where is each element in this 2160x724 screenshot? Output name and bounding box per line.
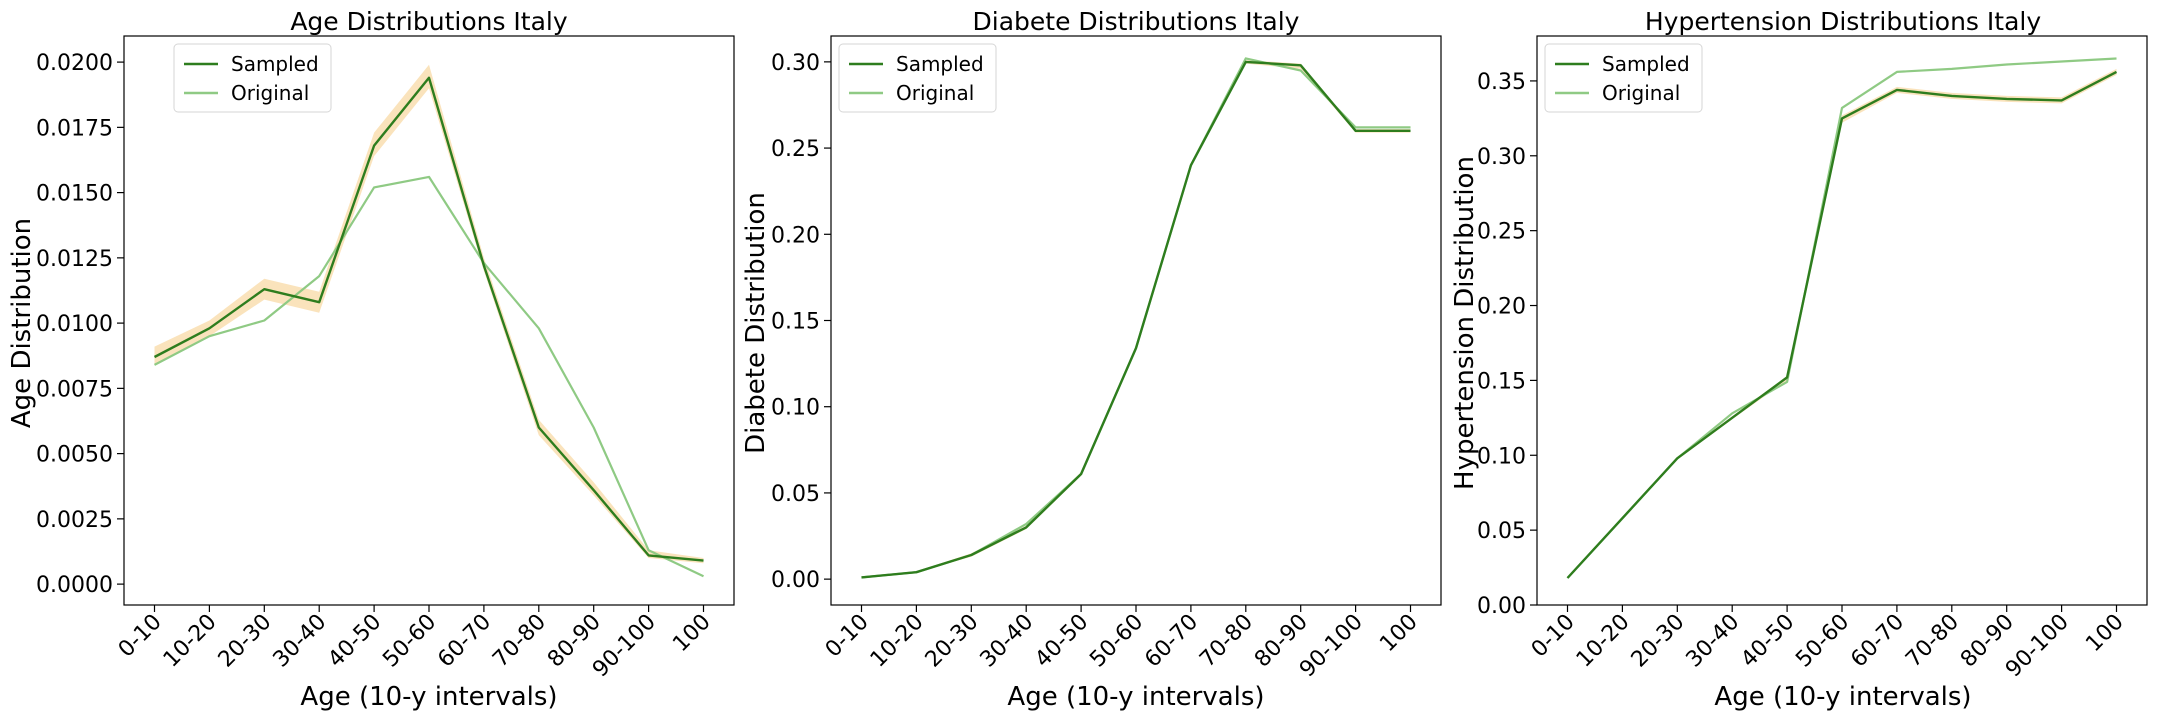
- confidence-band: [862, 60, 1411, 577]
- y-tick-label: 0.35: [1477, 70, 1526, 95]
- series-line-original: [862, 58, 1411, 577]
- y-tick-label: 0.10: [771, 396, 820, 421]
- x-tick-label: 60-70: [1140, 610, 1203, 673]
- y-tick-label: 0.0150: [36, 182, 113, 207]
- diabete-distribution-chart: Diabete Distributions Italy Age (10-y in…: [741, 7, 1441, 712]
- x-tick-label: 70-80: [1195, 610, 1258, 673]
- y-tick-label: 0.0025: [36, 508, 113, 533]
- y-tick-label: 0.25: [771, 137, 820, 162]
- age-distribution-chart: Age Distributions Italy Age (10-y interv…: [7, 7, 734, 712]
- y-tick-label: 0.15: [771, 310, 820, 335]
- y-tick-label: 0.0000: [36, 573, 113, 598]
- y-axis-label: Age Distribution: [7, 218, 37, 428]
- x-tick-label: 70-80: [1901, 610, 1964, 673]
- y-tick-label: 0.15: [1477, 369, 1526, 394]
- y-tick-label: 0.0050: [36, 443, 113, 468]
- x-tick-label: 20-30: [921, 610, 984, 673]
- x-tick-label: 40-50: [323, 610, 386, 673]
- legend-label-sampled: Sampled: [896, 52, 984, 76]
- x-tick-label: 100: [2081, 610, 2128, 657]
- x-tick-label: 50-60: [1085, 610, 1148, 673]
- confidence-band: [1568, 69, 2117, 578]
- y-tick-label: 0.0075: [36, 377, 113, 402]
- x-tick-label: 40-50: [1030, 610, 1093, 673]
- x-tick-label: 10-20: [866, 610, 929, 673]
- x-tick-label: 50-60: [378, 610, 441, 673]
- x-tick-label: 30-40: [1682, 610, 1745, 673]
- y-tick-label: 0.0200: [36, 51, 113, 76]
- legend-label-sampled: Sampled: [231, 52, 319, 76]
- y-tick-label: 0.20: [1477, 295, 1526, 320]
- series-line-original: [1568, 59, 2117, 579]
- y-tick-label: 0.0175: [36, 116, 113, 141]
- y-tick-label: 0.20: [771, 223, 820, 248]
- y-tick-label: 0.30: [771, 51, 820, 76]
- y-tick-label: 0.0100: [36, 312, 113, 337]
- x-tick-label: 10-20: [159, 610, 222, 673]
- y-tick-label: 0.25: [1477, 220, 1526, 245]
- y-tick-label: 0.00: [1477, 594, 1526, 619]
- legend-label-sampled: Sampled: [1602, 52, 1690, 76]
- x-tick-label: 20-30: [214, 610, 277, 673]
- x-axis-label: Age (10-y intervals): [300, 682, 557, 712]
- y-tick-label: 0.00: [771, 568, 820, 593]
- y-tick-label: 0.30: [1477, 145, 1526, 170]
- x-tick-label: 70-80: [488, 610, 551, 673]
- legend-label-original: Original: [231, 81, 309, 105]
- series-line-sampled: [1568, 72, 2117, 578]
- x-tick-label: 30-40: [269, 610, 332, 673]
- legend-label-original: Original: [1602, 81, 1680, 105]
- y-tick-label: 0.10: [1477, 444, 1526, 469]
- y-tick-label: 0.05: [1477, 519, 1526, 544]
- x-tick-label: 60-70: [433, 610, 496, 673]
- legend-label-original: Original: [896, 81, 974, 105]
- x-tick-label: 40-50: [1736, 610, 1799, 673]
- series-line-sampled: [862, 62, 1411, 578]
- x-tick-label: 10-20: [1572, 610, 1635, 673]
- x-tick-label: 30-40: [976, 610, 1039, 673]
- chart-title: Diabete Distributions Italy: [973, 7, 1300, 36]
- hypertension-distribution-chart: Hypertension Distributions Italy Age (10…: [1450, 7, 2147, 712]
- y-tick-label: 0.0125: [36, 247, 113, 272]
- x-tick-label: 50-60: [1791, 610, 1854, 673]
- x-axis-label: Age (10-y intervals): [1007, 682, 1264, 712]
- x-axis-label: Age (10-y intervals): [1714, 682, 1971, 712]
- y-axis-label: Diabete Distribution: [741, 192, 771, 454]
- y-axis-label: Hypertension Distribution: [1450, 156, 1480, 490]
- x-tick-label: 20-30: [1627, 610, 1690, 673]
- y-tick-label: 0.05: [771, 482, 820, 507]
- chart-title: Age Distributions Italy: [290, 7, 568, 36]
- x-tick-label: 100: [668, 610, 715, 657]
- x-tick-label: 100: [1375, 610, 1422, 657]
- chart-title: Hypertension Distributions Italy: [1645, 7, 2041, 36]
- x-tick-label: 60-70: [1846, 610, 1909, 673]
